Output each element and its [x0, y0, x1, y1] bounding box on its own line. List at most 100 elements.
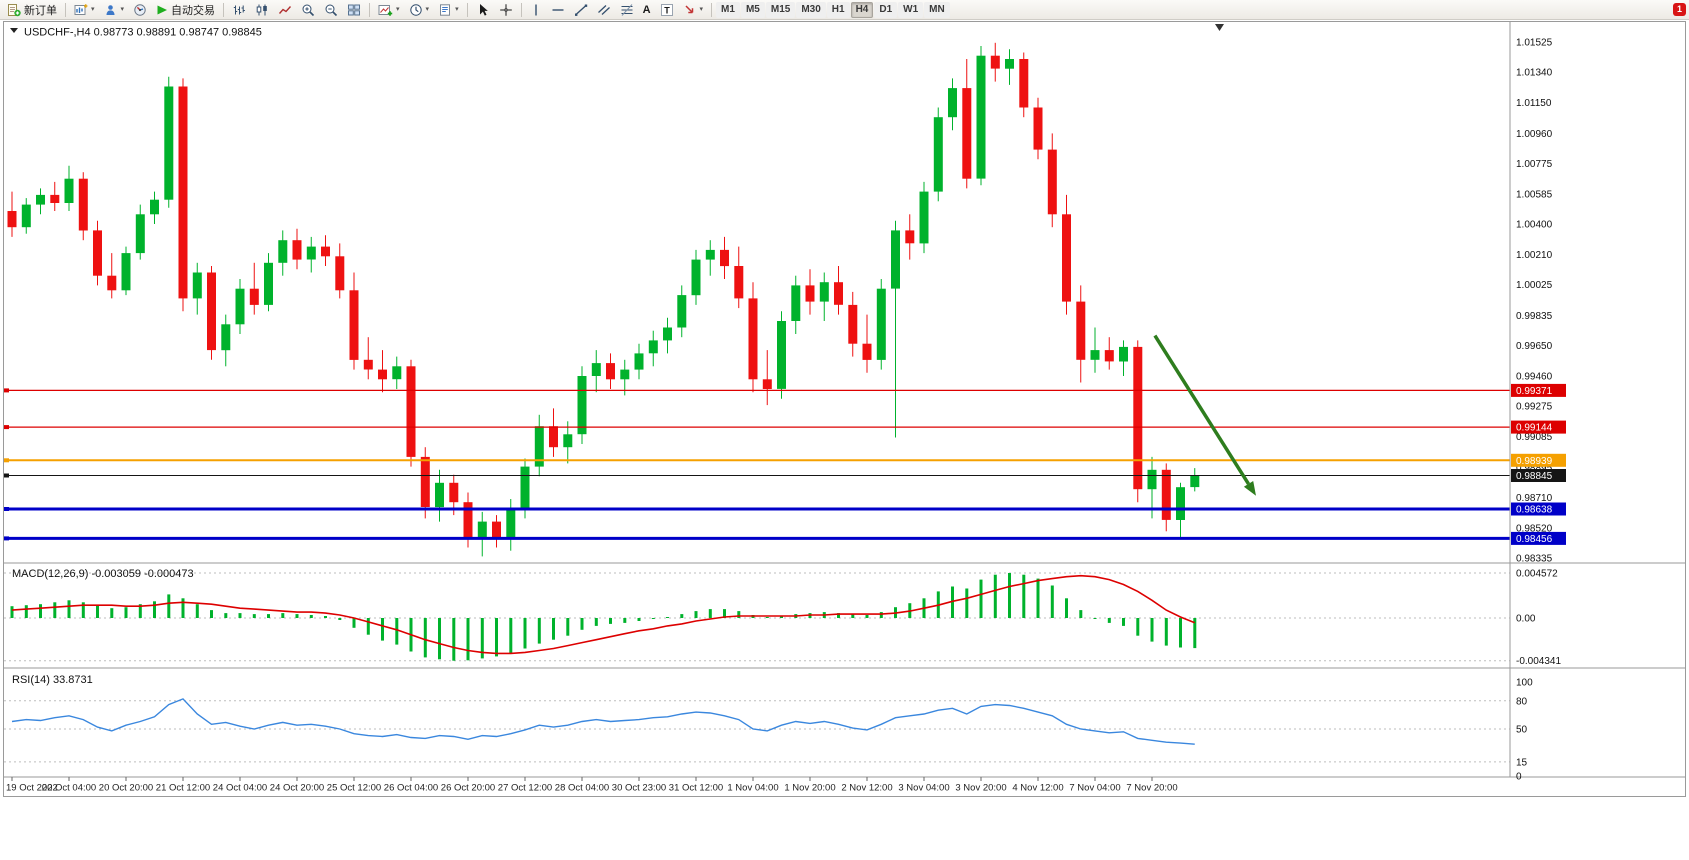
chart-candles-button[interactable]	[251, 1, 273, 18]
shapes-button[interactable]: ▾	[679, 1, 708, 18]
timeframe-h1-button[interactable]: H1	[826, 1, 850, 18]
candle-body	[534, 426, 544, 467]
notification-badge[interactable]: 1	[1673, 3, 1686, 16]
timeframe-m5-button[interactable]: M5	[740, 1, 765, 18]
timeframe-d1-button[interactable]: D1	[874, 1, 898, 18]
candle-body	[321, 246, 330, 257]
candle-body	[1047, 149, 1057, 215]
new-order-button[interactable]: 新订单	[3, 1, 61, 18]
price-tag-label: 0.98939	[1516, 456, 1553, 467]
timeframe-mn-button[interactable]: MN	[924, 1, 950, 18]
timeframe-w1-button[interactable]: W1	[898, 1, 924, 18]
cursor-button[interactable]	[472, 1, 494, 18]
text-label-button[interactable]: T	[656, 1, 678, 18]
candle-body	[933, 117, 943, 192]
line-chart-icon	[278, 3, 292, 17]
profiles-button[interactable]: ▾	[100, 1, 129, 18]
templates-button[interactable]: ▾	[434, 1, 463, 18]
time-axis-label: 19 Oct 2022	[6, 783, 58, 794]
candle-body	[762, 379, 772, 389]
toolbar-separator	[711, 2, 713, 17]
chart-bars-button[interactable]	[228, 1, 250, 18]
candle-body	[164, 86, 174, 200]
candle-body	[50, 194, 60, 203]
price-axis-label: 0.98335	[1516, 554, 1553, 565]
candle-body	[1133, 346, 1143, 490]
candle-body	[848, 304, 858, 344]
candle-body	[577, 376, 587, 435]
price-axis-label: 0.98895	[1516, 463, 1553, 474]
zoom-in-button[interactable]	[297, 1, 319, 18]
toolbar-separator	[466, 2, 468, 17]
zoom-out-button[interactable]	[320, 1, 342, 18]
timeframe-h4-button[interactable]: H4	[850, 1, 874, 18]
timeframe-m15-button[interactable]: M15	[765, 1, 796, 18]
periods-button[interactable]: ▾	[405, 1, 434, 18]
candle-body	[891, 230, 900, 289]
indicators-button[interactable]: ▾	[374, 1, 404, 18]
new-chart-button[interactable]: ▾	[70, 1, 99, 18]
macd-axis-label: 0.004572	[1516, 569, 1558, 580]
vertical-line-button[interactable]	[526, 1, 546, 18]
candle-body	[691, 259, 701, 296]
autotrading-button[interactable]: 自动交易	[152, 1, 219, 18]
toolbar-separator	[520, 2, 522, 17]
price-axis-label: 1.00585	[1516, 190, 1553, 201]
chart-line-button[interactable]	[274, 1, 296, 18]
candle-body	[1019, 59, 1029, 108]
shift-marker-icon[interactable]	[1215, 24, 1224, 31]
price-tag	[1511, 502, 1566, 516]
candle-body	[78, 178, 88, 231]
rsi-line	[11, 698, 1195, 745]
price-tag	[1511, 383, 1566, 397]
text-button[interactable]: A	[639, 1, 655, 18]
time-axis-label: 20 Oct 04:00	[42, 783, 96, 794]
text-label-icon: T	[660, 3, 674, 17]
time-axis-label: 7 Nov 04:00	[1069, 783, 1120, 794]
candle-body	[249, 288, 259, 305]
chart-canvas[interactable]: 1.01525 1.01340 1.01150 1.00960 1.00775 1.005…	[4, 22, 1685, 795]
price-tag-label: 0.98845	[1516, 471, 1553, 482]
candle-body	[335, 256, 345, 291]
tile-windows-button[interactable]	[343, 1, 365, 18]
price-tag	[1511, 420, 1566, 434]
line-anchor	[4, 388, 9, 393]
chevron-down-icon: ▾	[455, 6, 459, 13]
time-axis-label: 1 Nov 04:00	[727, 783, 778, 794]
time-axis-label: 24 Oct 20:00	[270, 783, 324, 794]
candle-body	[178, 86, 188, 299]
clock-icon	[409, 3, 423, 17]
crosshair-button[interactable]	[495, 1, 517, 18]
trend-arrow[interactable]	[1153, 334, 1250, 485]
candle-body	[93, 230, 102, 276]
trend-arrow-head	[1243, 481, 1256, 496]
fibonacci-button[interactable]	[616, 1, 638, 18]
candle-body	[520, 466, 530, 509]
trendline-icon	[574, 3, 588, 17]
candle-body	[962, 88, 972, 179]
candle-body	[449, 482, 459, 503]
rsi-label: RSI(14) 33.8731	[12, 674, 93, 686]
candle-body	[278, 240, 288, 263]
terminal-button[interactable]	[129, 1, 151, 18]
candle-body	[1176, 487, 1185, 520]
crosshair-icon	[499, 3, 513, 17]
trendline-button[interactable]	[570, 1, 592, 18]
profiles-icon	[104, 3, 118, 17]
channel-button[interactable]	[593, 1, 615, 18]
candle-body	[819, 282, 829, 302]
bars-chart-icon	[232, 3, 246, 17]
time-axis-label: 3 Nov 20:00	[955, 783, 1006, 794]
candle-body	[150, 199, 159, 215]
collapse-triangle-icon[interactable]	[10, 28, 18, 33]
fibonacci-icon	[620, 3, 634, 17]
candle-body	[235, 288, 245, 325]
candle-body	[420, 456, 430, 507]
price-axis-label: 1.01150	[1516, 98, 1552, 109]
rsi-axis-label: 0	[1516, 772, 1522, 783]
time-axis-label: 21 Oct 12:00	[156, 783, 210, 794]
horizontal-line-button[interactable]	[547, 1, 569, 18]
timeframe-m1-button[interactable]: M1	[716, 1, 740, 18]
timeframe-m30-button[interactable]: M30	[796, 1, 826, 18]
candle-body	[648, 340, 658, 354]
